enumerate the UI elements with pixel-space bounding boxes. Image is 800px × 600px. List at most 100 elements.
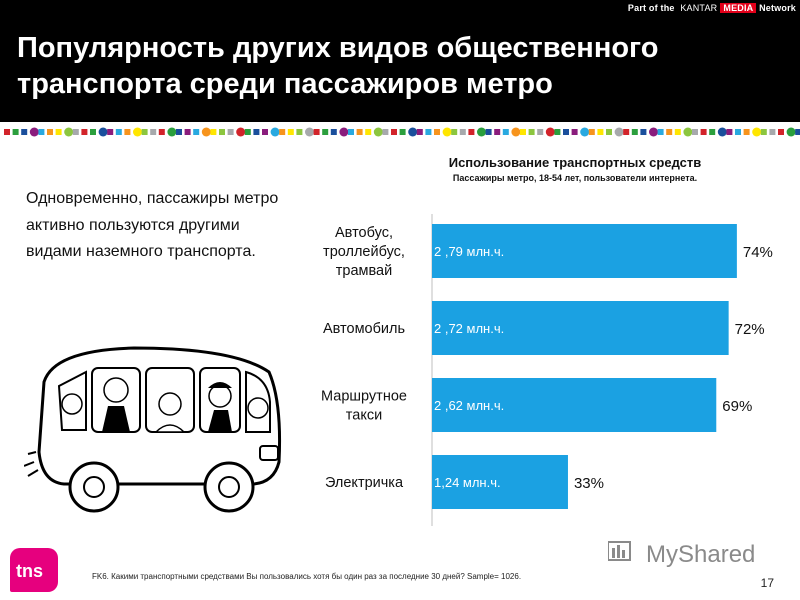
decor-dot [425,129,432,135]
value-label: 72% [735,321,765,338]
decor-dot [322,129,329,135]
decor-dot [649,127,658,137]
decor-dot [64,127,74,137]
bar-inner-label: 1,24 млн.ч. [434,475,501,490]
decor-dot [485,129,492,135]
bar [432,455,568,509]
decor-dot [244,129,251,135]
decor-dot [313,129,320,135]
value-label: 74% [743,244,773,261]
page-title: Популярность других видов общественного … [17,32,659,100]
decor-dot [391,129,397,135]
decor-dot [494,129,501,135]
decor-dot [735,129,741,135]
decor-dot [511,127,521,137]
decor-dot [373,127,383,137]
decor-dot [674,129,681,135]
decor-dot [184,129,191,135]
decor-dot [683,127,693,137]
decor-dot [133,127,142,137]
decor-dot [760,129,767,135]
decor-dot [356,129,363,135]
decor-dot [236,127,246,137]
decor-dot [279,129,286,135]
decor-dot [442,127,452,137]
decor-dot [477,127,486,137]
decor-dot [580,127,590,137]
page-number: 17 [760,576,774,590]
decor-dot [12,129,19,135]
decor-dot [253,129,260,135]
decor-dot [640,129,647,135]
decor-dot [717,127,727,137]
decor-dot [726,129,733,135]
decor-dot [201,127,211,137]
value-label: 33% [574,475,604,492]
decor-dot [167,127,177,137]
decor-dot [597,129,604,135]
decor-dot [287,129,294,135]
kantar-network-label: Part of the KANTAR MEDIA Network [628,3,796,13]
decor-dot [700,129,707,135]
decor-dot [90,129,96,135]
network-prefix: Part of the [627,3,675,13]
decor-dot [193,129,200,135]
decor-dot [29,127,39,137]
decor-dot [38,129,45,135]
decor-dot [210,129,217,135]
decor-dot [141,129,148,135]
decor-dot [124,129,131,135]
decor-dot [537,129,544,135]
category-label: Электричка [325,475,404,491]
decor-dot [623,129,630,135]
decor-dot [339,127,349,137]
decor-dot [459,129,466,135]
decor-dot [98,127,108,137]
decor-dot [571,129,578,135]
decor-dot [348,129,354,135]
bar-chart: 2 ,79 млн.ч. 74% Автобус, троллейбус, трамва… [321,214,773,526]
decor-dot [227,129,234,135]
decor-dot [657,129,664,135]
network-brand: KANTAR [680,3,718,13]
decor-dot [408,127,418,137]
tns-logo: tns [10,548,58,592]
decor-dot [4,129,10,135]
category-label: Автомобиль [323,321,405,337]
bar-inner-label: 2 ,62 млн.ч. [434,398,504,413]
decor-dot [47,129,53,135]
bar-inner-label: 2 ,79 млн.ч. [434,244,504,259]
decorative-dot-strip [4,127,800,137]
decor-dot [150,129,157,135]
bar [432,378,717,432]
decor-dot [219,129,225,135]
decor-dot [743,129,750,135]
decor-dot [270,127,280,137]
intro-text: Одновременно, пассажиры метро активно по… [26,190,279,260]
network-media: MEDIA [720,3,757,13]
decor-dot [563,129,569,135]
category-label: Маршрутное такси [321,389,407,424]
decor-dot [176,129,182,135]
decor-dot [262,129,268,135]
decor-dot [55,129,62,135]
tns-logo-text: tns [16,561,43,581]
decor-dot [709,129,716,135]
decor-dot [399,129,406,135]
watermark-text: MyShared [646,541,755,568]
bus-cartoon-illustration [24,346,282,513]
decor-dot [382,129,389,135]
decor-dot [81,129,88,135]
decor-dot [158,129,165,135]
chart-title: Использование транспортных средств [448,155,702,170]
decor-dot [107,129,114,135]
decor-dot [365,129,372,135]
chart-subtitle: Пассажиры метро, 18-54 лет, пользователи… [452,173,698,183]
decor-dot [468,129,475,135]
decor-dot [451,129,458,135]
decor-dot [502,129,509,135]
decor-dot [614,127,624,137]
decor-dot [769,129,776,135]
bar [432,224,737,278]
decor-dot [416,129,423,135]
